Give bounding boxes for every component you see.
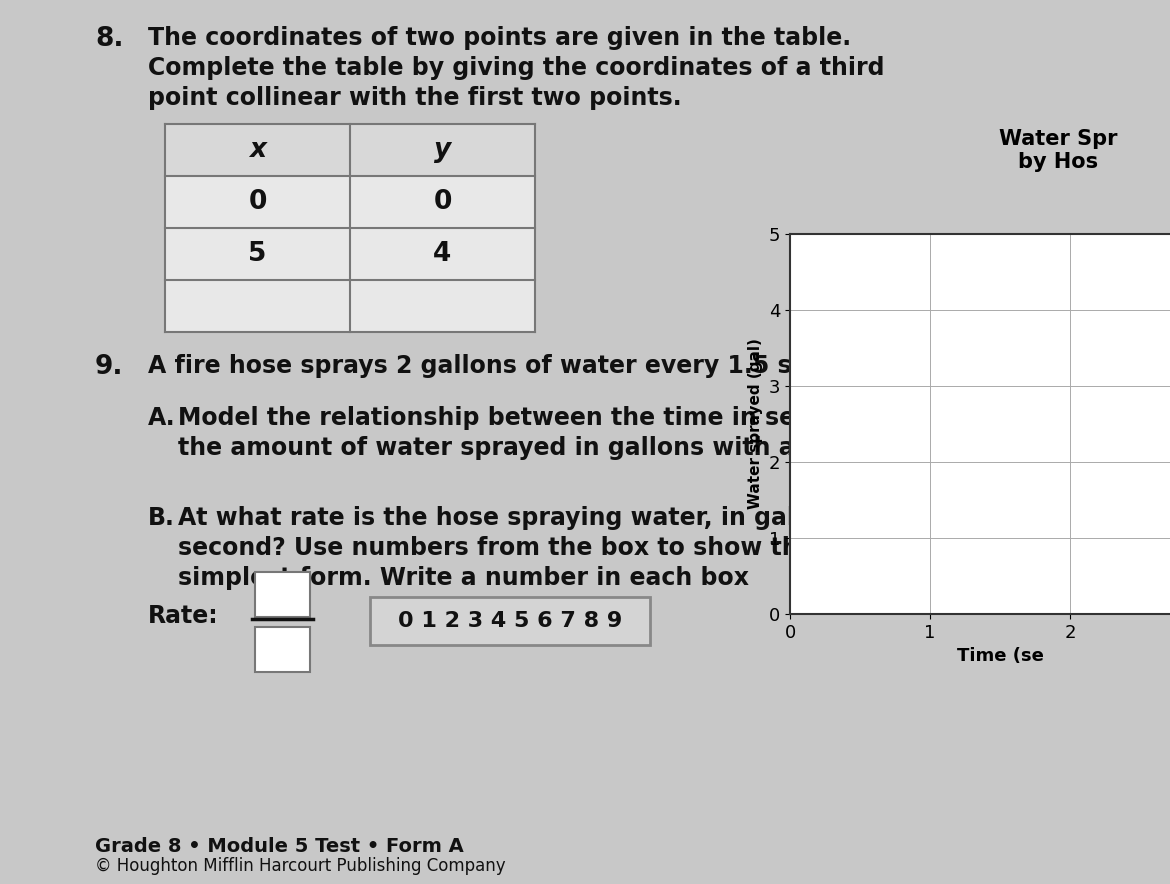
Bar bbox=[370, 597, 651, 645]
X-axis label: Time (se: Time (se bbox=[957, 647, 1044, 666]
Text: Grade 8 • Module 5 Test • Form A: Grade 8 • Module 5 Test • Form A bbox=[95, 836, 463, 856]
Text: B.: B. bbox=[147, 506, 174, 530]
Text: At what rate is the hose spraying water, in gallons per: At what rate is the hose spraying water,… bbox=[178, 506, 903, 530]
Text: y: y bbox=[434, 137, 452, 163]
Text: second? Use numbers from the box to show the rate in: second? Use numbers from the box to show… bbox=[178, 536, 911, 560]
Text: x: x bbox=[249, 137, 266, 163]
Text: © Houghton Mifflin Harcourt Publishing Company: © Houghton Mifflin Harcourt Publishing C… bbox=[95, 857, 505, 875]
Bar bbox=[165, 124, 535, 176]
Text: A.: A. bbox=[147, 406, 175, 430]
Text: Model the relationship between the time in seconds and: Model the relationship between the time … bbox=[178, 406, 931, 430]
Text: 0: 0 bbox=[248, 189, 267, 215]
Text: The coordinates of two points are given in the table.: The coordinates of two points are given … bbox=[147, 26, 851, 50]
Text: simplest form. Write a number in each box: simplest form. Write a number in each bo… bbox=[178, 566, 749, 590]
Text: Complete the table by giving the coordinates of a third: Complete the table by giving the coordin… bbox=[147, 56, 885, 80]
Text: 0: 0 bbox=[433, 189, 452, 215]
Y-axis label: Water sprayed (gal): Water sprayed (gal) bbox=[749, 339, 763, 509]
Text: Rate:: Rate: bbox=[147, 604, 219, 628]
Text: 5: 5 bbox=[248, 241, 267, 267]
Bar bbox=[255, 572, 310, 617]
Text: 0 1 2 3 4 5 6 7 8 9: 0 1 2 3 4 5 6 7 8 9 bbox=[398, 611, 622, 631]
Text: Water Spr
by Hos: Water Spr by Hos bbox=[999, 129, 1117, 172]
Text: the amount of water sprayed in gallons with a graph.: the amount of water sprayed in gallons w… bbox=[178, 436, 890, 460]
Text: 8.: 8. bbox=[95, 26, 124, 52]
Text: 4: 4 bbox=[433, 241, 452, 267]
Bar bbox=[165, 124, 535, 332]
Bar bbox=[255, 627, 310, 672]
Text: point collinear with the first two points.: point collinear with the first two point… bbox=[147, 86, 682, 110]
Text: A fire hose sprays 2 gallons of water every 1.5 seconds.: A fire hose sprays 2 gallons of water ev… bbox=[147, 354, 895, 378]
Text: 9.: 9. bbox=[95, 354, 124, 380]
